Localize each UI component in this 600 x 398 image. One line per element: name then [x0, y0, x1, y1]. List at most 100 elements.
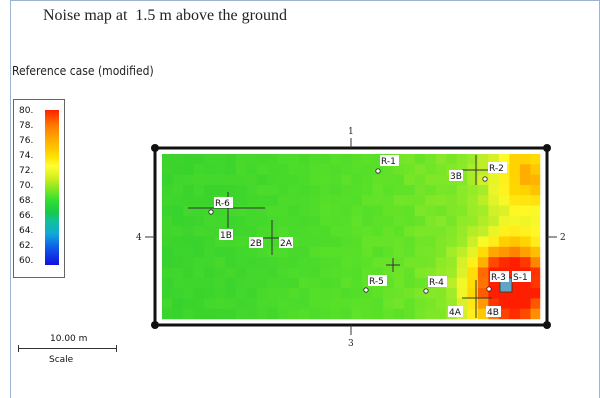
heatmap-cell [477, 277, 489, 289]
heatmap-cell [330, 184, 342, 196]
heatmap-cell [235, 164, 247, 176]
heatmap-cell [372, 154, 384, 165]
heatmap-cell [172, 174, 184, 186]
receiver-point [363, 287, 369, 293]
heatmap-cell [225, 205, 237, 217]
receiver-point [423, 288, 429, 294]
heatmap-cell [467, 298, 479, 310]
heatmap-cell [498, 308, 511, 320]
heatmap-cell [214, 215, 226, 227]
heatmap-cell [488, 184, 500, 196]
heatmap-cell [309, 246, 321, 258]
scale-label: Scale [49, 355, 74, 365]
heatmap-cell [193, 246, 205, 258]
heatmap-cell [404, 298, 416, 310]
legend-label: 76. [19, 136, 34, 146]
marker-label-3b: 3B [450, 172, 462, 182]
heatmap-cell [183, 205, 195, 217]
heatmap-cell [193, 267, 205, 279]
heatmap-cell [330, 174, 342, 186]
heatmap-cell [267, 277, 279, 289]
heatmap-cell [225, 277, 237, 289]
heatmap-cell [288, 195, 300, 207]
heatmap-cell [183, 184, 195, 196]
heatmap-cell [383, 257, 395, 269]
heatmap-cell [425, 267, 437, 279]
heatmap-cell [298, 298, 310, 310]
heatmap-cell [435, 154, 447, 165]
heatmap-cell [477, 298, 489, 310]
heatmap-cell [498, 195, 511, 207]
heatmap-cell [340, 215, 353, 227]
heatmap-cell [267, 226, 279, 238]
heatmap-cell [351, 226, 363, 238]
heatmap-cell [235, 226, 247, 238]
heatmap-cell [467, 205, 479, 217]
heatmap-cell [183, 215, 195, 227]
heatmap-cell [340, 174, 353, 186]
heatmap-cell [225, 246, 237, 258]
heatmap-cell [246, 288, 258, 299]
heatmap-cell [319, 277, 332, 289]
legend-color-bar [45, 110, 59, 265]
heatmap-cell [235, 174, 247, 186]
heatmap-cell [330, 205, 342, 217]
heatmap-cell [393, 267, 405, 279]
heatmap-cell [162, 164, 174, 176]
heatmap-cell [183, 195, 195, 207]
heatmap-cell [362, 236, 374, 248]
heatmap-cell [288, 205, 300, 217]
heatmap-cell [246, 205, 258, 217]
heatmap-cell [435, 257, 447, 269]
heatmap-cell [277, 288, 289, 299]
corner-node [151, 321, 159, 329]
marker-label-2a: 2A [280, 239, 293, 249]
heatmap-cell [340, 226, 353, 238]
heatmap-cell [530, 236, 542, 248]
heatmap-cell [309, 257, 321, 269]
heatmap-cell [193, 164, 205, 176]
heatmap-cell [383, 288, 395, 299]
heatmap-cell [362, 174, 374, 186]
heatmap-cell [246, 195, 258, 207]
heatmap-cell [204, 174, 216, 186]
heatmap-cell [498, 288, 511, 299]
heatmap-cell [393, 277, 405, 289]
heatmap-cell [393, 246, 405, 258]
heatmap-cell [319, 205, 332, 217]
heatmap-cell [372, 288, 384, 299]
heatmap-cell [309, 288, 321, 299]
heatmap-cell [509, 205, 521, 217]
marker-label-4b: 4B [487, 308, 499, 318]
heatmap-cell [362, 184, 374, 196]
heatmap-cell [214, 154, 226, 165]
heatmap-cell [383, 246, 395, 258]
heatmap-cell [509, 226, 521, 238]
heatmap-cell [414, 277, 426, 289]
heatmap-cell [509, 308, 521, 320]
heatmap-cell [309, 195, 321, 207]
legend-label: 78. [19, 121, 34, 131]
heatmap-cell [214, 308, 226, 320]
heatmap-cell [319, 215, 332, 227]
heatmap-cell [425, 308, 437, 320]
heatmap-cell [435, 184, 447, 196]
receiver-label-r5: R-5 [369, 277, 384, 287]
heatmap-cell [183, 174, 195, 186]
heatmap-cell [288, 288, 300, 299]
heatmap-cell [204, 215, 216, 227]
heatmap-cell [530, 308, 542, 320]
heatmap-cell [509, 277, 521, 289]
heatmap-cell [214, 277, 226, 289]
heatmap-cell [193, 205, 205, 217]
heatmap-cell [509, 215, 521, 227]
heatmap-cell [372, 184, 384, 196]
receiver-label-r6: R-6 [215, 199, 230, 209]
heatmap-cell [414, 288, 426, 299]
heatmap-cell [446, 298, 458, 310]
heatmap-cell [362, 154, 374, 165]
heatmap-cell [372, 215, 384, 227]
heatmap-cell [277, 257, 289, 269]
heatmap-cell [288, 257, 300, 269]
heatmap-cell [488, 195, 500, 207]
